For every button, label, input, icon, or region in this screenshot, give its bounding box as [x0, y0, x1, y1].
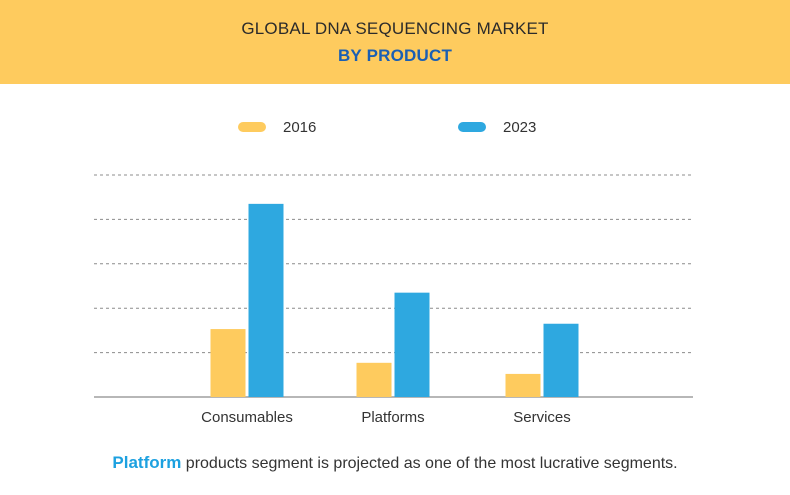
x-tick-label-services: Services: [513, 409, 571, 426]
bar-services-2016: [505, 373, 541, 397]
footer-note: Platform products segment is projected a…: [0, 453, 790, 473]
x-tick-label-platforms: Platforms: [361, 409, 424, 426]
page-title: GLOBAL DNA SEQUENCING MARKET: [241, 19, 549, 38]
footer-highlight: Platform: [112, 453, 182, 472]
bar-platforms-2023: [394, 292, 430, 397]
header-banner: GLOBAL DNA SEQUENCING MARKET BY PRODUCT: [0, 0, 790, 84]
legend-swatch-2016: [238, 122, 266, 132]
legend-label-2016: 2016: [283, 119, 316, 136]
page-subtitle: BY PRODUCT: [337, 46, 453, 65]
bar-platforms-2016: [356, 362, 392, 397]
legend-swatch-2023: [458, 122, 486, 132]
bar-chart: 2016 2023 Consumables Platforms Services: [94, 119, 693, 426]
bar-consumables-2023: [248, 203, 284, 397]
legend-label-2023: 2023: [503, 119, 536, 136]
bar-services-2023: [543, 323, 579, 397]
footer-text: products segment is projected as one of …: [181, 455, 678, 472]
bar-consumables-2016: [210, 329, 246, 397]
x-tick-label-consumables: Consumables: [201, 409, 293, 426]
